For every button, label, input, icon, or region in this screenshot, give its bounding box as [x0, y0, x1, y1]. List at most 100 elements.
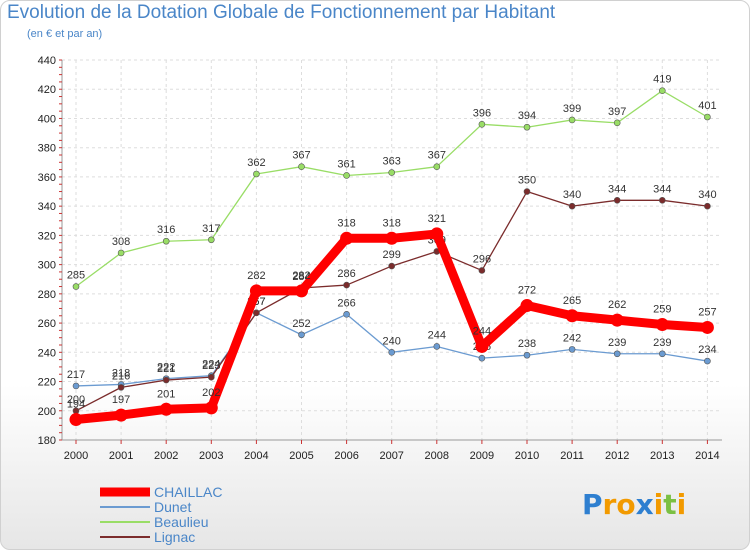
x-tick-label: 2005: [289, 450, 313, 462]
data-point-lignac: [478, 267, 486, 274]
data-label-dunet: 244: [428, 329, 446, 341]
x-tick-label: 2000: [64, 450, 88, 462]
data-point-lignac: [658, 197, 666, 204]
x-tick-label: 2013: [650, 450, 674, 462]
data-point-chaillac: [340, 231, 354, 245]
data-label-chaillac: 257: [698, 306, 716, 318]
data-label-dunet: 240: [383, 335, 401, 347]
data-point-beaulieu: [523, 123, 531, 131]
data-point-dunet: [72, 382, 80, 390]
data-label-beaulieu: 401: [698, 100, 716, 112]
data-label-chaillac: 282: [247, 270, 265, 282]
data-label-beaulieu: 285: [67, 270, 85, 282]
data-point-chaillac: [159, 402, 173, 416]
data-point-beaulieu: [72, 283, 80, 290]
data-point-chaillac: [610, 313, 624, 327]
y-tick-label: 180: [38, 435, 56, 447]
data-label-beaulieu: 362: [247, 157, 265, 169]
data-point-lignac: [388, 262, 396, 270]
data-label-dunet: 217: [67, 369, 85, 381]
data-label-dunet: 222: [157, 362, 175, 374]
legend-label-lignac: Lignac: [154, 529, 195, 545]
data-point-chaillac: [430, 227, 444, 241]
data-label-chaillac: 194: [67, 399, 85, 411]
data-label-chaillac: 321: [428, 213, 446, 225]
logo-letter: i: [653, 488, 664, 521]
data-label-beaulieu: 361: [337, 158, 355, 170]
data-label-beaulieu: 419: [653, 74, 671, 86]
data-label-chaillac: 201: [157, 388, 175, 400]
data-label-lignac: 340: [698, 189, 716, 201]
y-tick-label: 280: [38, 289, 56, 301]
data-point-beaulieu: [162, 237, 170, 245]
x-tick-label: 2010: [515, 450, 539, 462]
data-label-lignac: 200: [67, 394, 85, 406]
x-tick-label: 2004: [244, 450, 268, 462]
data-label-lignac: 344: [608, 183, 626, 195]
data-label-dunet: 252: [292, 318, 310, 330]
data-point-lignac: [253, 309, 260, 317]
x-tick-label: 2007: [379, 450, 403, 462]
data-label-chaillac: 282: [292, 270, 310, 282]
y-tick-label: 340: [38, 201, 56, 213]
x-tick-label: 2006: [334, 450, 358, 462]
data-point-beaulieu: [298, 163, 305, 170]
data-point-lignac: [343, 281, 350, 289]
data-label-beaulieu: 317: [202, 223, 220, 235]
data-point-dunet: [568, 346, 576, 353]
logo-letter: P: [582, 488, 603, 521]
data-label-lignac: 223: [202, 360, 220, 372]
x-tick-label: 2012: [605, 450, 629, 462]
y-tick-label: 300: [38, 260, 56, 272]
data-point-beaulieu: [568, 116, 576, 124]
chart-subtitle: (en € et par an): [27, 28, 103, 40]
data-point-dunet: [478, 354, 486, 362]
logo-letter: r: [602, 488, 617, 521]
data-label-dunet: 266: [337, 297, 355, 309]
data-label-lignac: 299: [383, 249, 401, 261]
data-label-beaulieu: 308: [112, 236, 130, 248]
data-point-beaulieu: [343, 172, 350, 179]
data-label-lignac: 350: [518, 175, 536, 187]
data-point-dunet: [433, 343, 441, 350]
data-point-chaillac: [520, 299, 534, 313]
y-tick-label: 320: [38, 230, 56, 242]
y-tick-label: 380: [38, 143, 56, 155]
y-tick-label: 240: [38, 347, 56, 359]
data-label-dunet: 224: [202, 359, 220, 371]
data-point-lignac: [523, 188, 531, 195]
data-point-beaulieu: [478, 121, 486, 128]
data-label-beaulieu: 399: [563, 103, 581, 115]
data-label-lignac: 286: [337, 268, 355, 280]
y-tick-label: 260: [38, 318, 56, 330]
x-tick-label: 2011: [560, 450, 584, 462]
data-point-dunet: [343, 311, 350, 318]
data-label-lignac: 221: [157, 363, 175, 375]
y-tick-label: 360: [38, 172, 56, 184]
data-point-lignac: [208, 373, 215, 381]
data-point-chaillac: [249, 284, 263, 298]
legend-label-dunet: Dunet: [154, 499, 191, 515]
y-tick-label: 440: [38, 55, 56, 67]
logo-letter: t: [663, 488, 677, 521]
data-label-dunet: 239: [653, 337, 671, 349]
data-point-chaillac: [114, 408, 128, 422]
logo-letter: x: [635, 488, 654, 521]
data-label-beaulieu: 367: [292, 150, 310, 162]
data-label-lignac: 216: [112, 370, 130, 382]
data-point-lignac: [704, 202, 711, 210]
x-tick-label: 2008: [425, 450, 449, 462]
data-label-beaulieu: 363: [383, 156, 401, 168]
legend-label-beaulieu: Beaulieu: [154, 514, 209, 530]
data-label-beaulieu: 394: [518, 110, 536, 122]
data-point-dunet: [523, 351, 531, 359]
x-tick-label: 2014: [695, 450, 719, 462]
data-label-chaillac: 318: [337, 217, 355, 229]
data-point-lignac: [162, 376, 170, 384]
data-point-chaillac: [565, 309, 579, 323]
data-point-dunet: [613, 350, 621, 358]
data-label-dunet: 239: [608, 337, 626, 349]
data-point-chaillac: [204, 401, 218, 415]
data-label-beaulieu: 367: [428, 150, 446, 162]
